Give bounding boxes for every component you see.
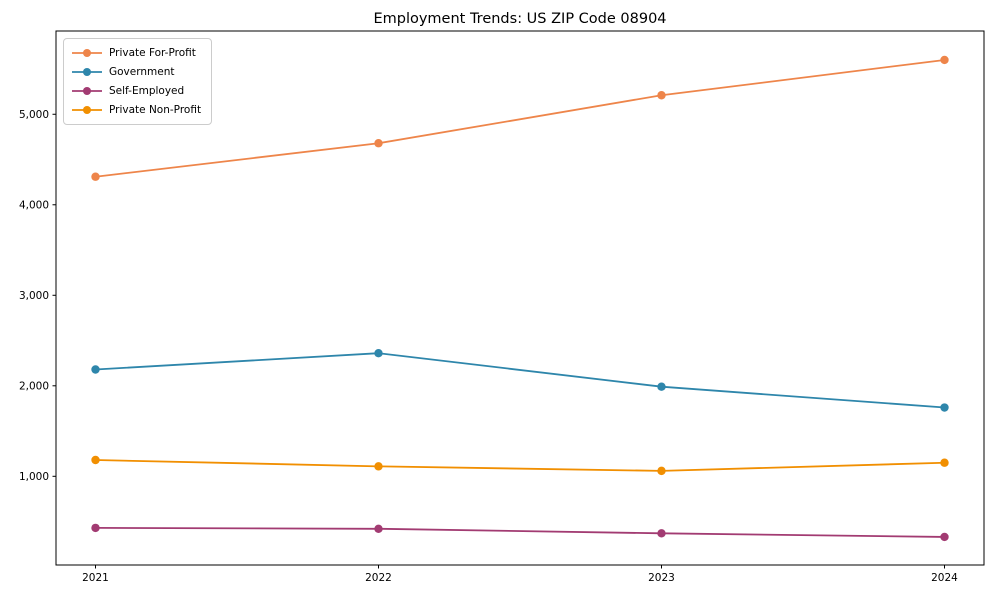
data-point-government bbox=[940, 403, 949, 412]
data-point-private-for-profit bbox=[940, 55, 949, 65]
legend-line-marker-icon bbox=[72, 68, 102, 76]
series-line-private-non-profit bbox=[95, 459, 945, 472]
data-point-self-employed bbox=[374, 524, 383, 533]
data-point-government bbox=[657, 382, 666, 391]
data-point-private-non-profit bbox=[657, 466, 666, 476]
legend-label: Self-Employed bbox=[109, 85, 185, 97]
y-tick-label: 1,000 bbox=[19, 471, 49, 483]
series-line-private-for-profit bbox=[95, 59, 945, 178]
data-point-private-for-profit bbox=[91, 172, 100, 181]
data-point-self-employed bbox=[657, 529, 666, 538]
data-point-government bbox=[374, 349, 383, 358]
y-tick-label: 5,000 bbox=[19, 109, 49, 121]
data-point-government bbox=[91, 365, 100, 374]
chart-title: Employment Trends: US ZIP Code 08904 bbox=[373, 11, 667, 27]
legend-item-government: Government bbox=[72, 64, 201, 80]
data-point-private-non-profit bbox=[91, 455, 100, 465]
data-point-private-non-profit bbox=[374, 462, 383, 471]
data-point-self-employed bbox=[91, 523, 100, 533]
plot-border bbox=[55, 30, 985, 566]
x-tick-label: 2024 bbox=[931, 572, 958, 584]
y-tick-label: 2,000 bbox=[19, 380, 49, 392]
legend: Private For-Profit Government Self-Employe… bbox=[63, 38, 213, 125]
data-point-private-non-profit bbox=[940, 458, 949, 467]
series-line-government bbox=[95, 352, 945, 409]
data-point-private-for-profit bbox=[374, 139, 383, 148]
legend-line-marker-icon bbox=[72, 49, 102, 57]
legend-item-private-for-profit: Private For-Profit bbox=[72, 45, 201, 61]
legend-line-marker-icon bbox=[72, 87, 102, 95]
x-tick-label: 2022 bbox=[365, 572, 392, 584]
data-point-self-employed bbox=[940, 532, 949, 542]
y-tick-label: 3,000 bbox=[19, 290, 49, 302]
legend-item-private-non-profit: Private Non-Profit bbox=[72, 102, 201, 118]
y-tick-label: 4,000 bbox=[19, 199, 49, 211]
x-tick-label: 2023 bbox=[648, 572, 675, 584]
legend-item-self-employed: Self-Employed bbox=[72, 83, 201, 99]
x-tick-label: 2021 bbox=[82, 572, 109, 584]
legend-label: Government bbox=[109, 66, 175, 78]
legend-label: Private For-Profit bbox=[109, 47, 196, 59]
data-point-private-for-profit bbox=[657, 91, 666, 100]
legend-label: Private Non-Profit bbox=[109, 104, 202, 116]
legend-line-marker-icon bbox=[72, 106, 102, 114]
series-line-self-employed bbox=[95, 526, 945, 538]
